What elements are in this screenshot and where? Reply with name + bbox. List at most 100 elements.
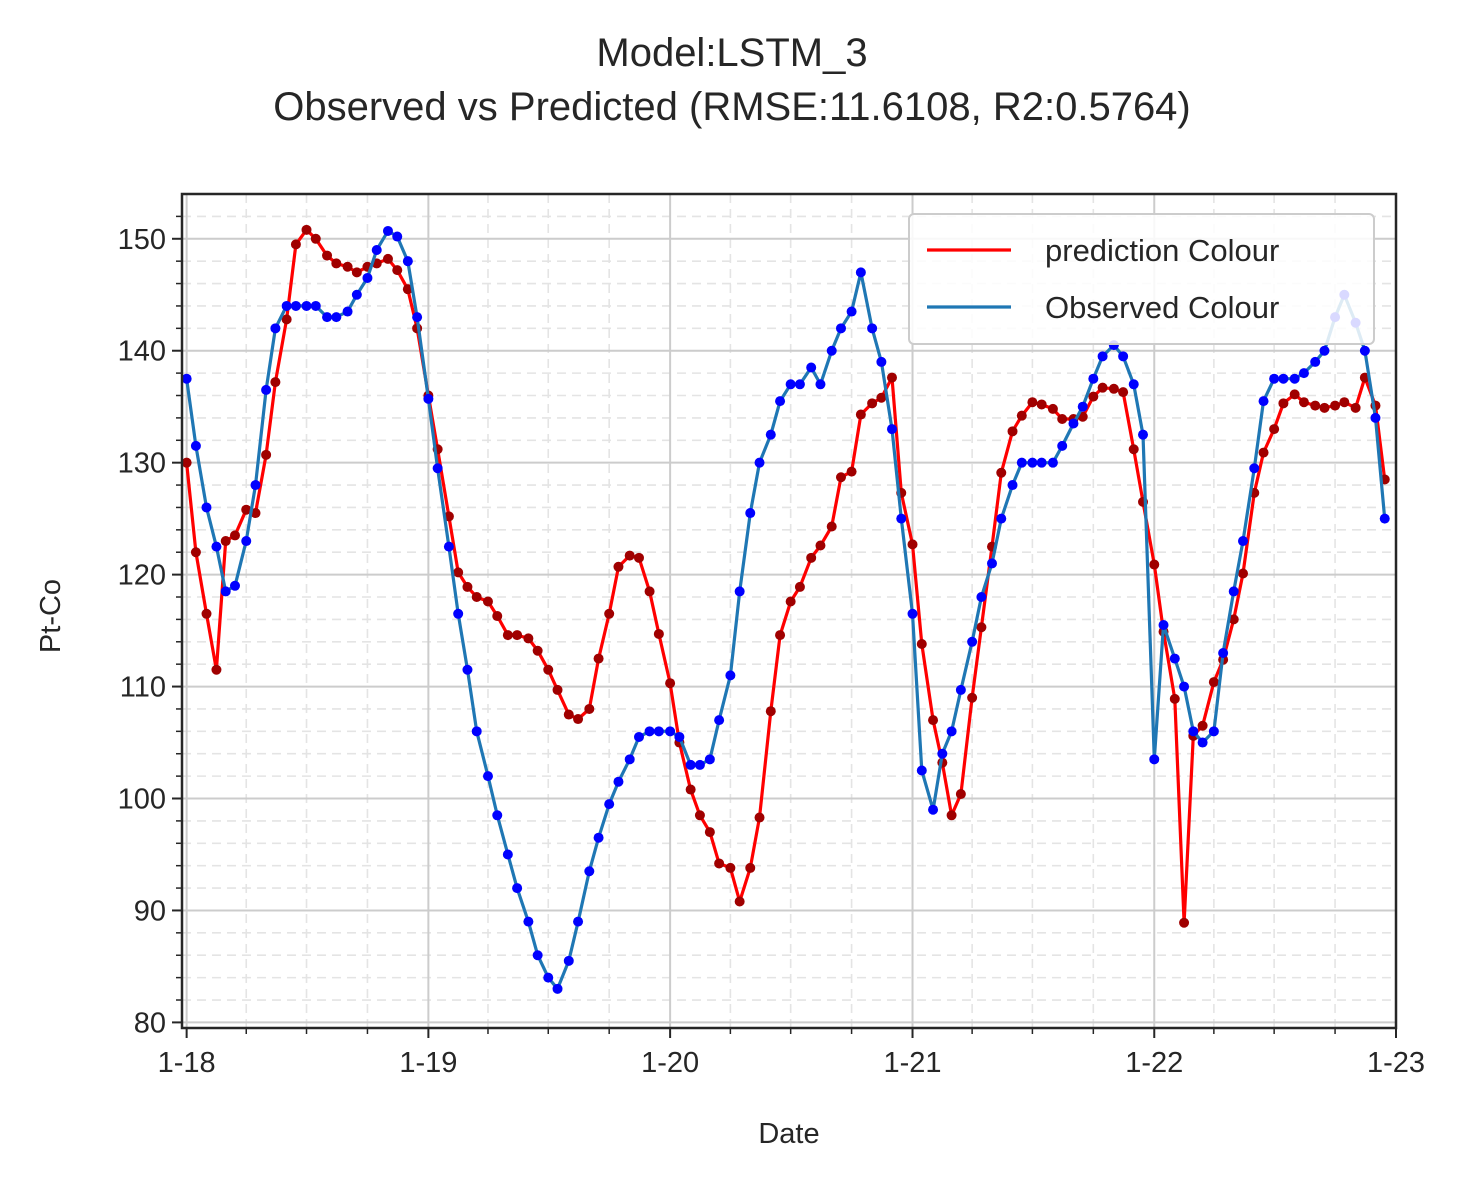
- observed-point: [928, 804, 939, 815]
- x-tick-label: 1-22: [1125, 1047, 1183, 1079]
- observed-point: [1036, 457, 1047, 468]
- prediction-point: [1149, 559, 1160, 570]
- observed-point: [220, 586, 231, 597]
- prediction-point: [1350, 402, 1361, 413]
- prediction-point: [532, 645, 543, 656]
- observed-point: [371, 244, 382, 255]
- prediction-point: [342, 261, 353, 272]
- prediction-point: [785, 596, 796, 607]
- observed-point: [1289, 373, 1300, 384]
- observed-point: [229, 580, 240, 591]
- observed-point: [423, 393, 434, 404]
- observed-point: [310, 300, 321, 311]
- prediction-point: [492, 611, 503, 622]
- prediction-point: [633, 552, 644, 563]
- prediction-point: [462, 581, 473, 592]
- prediction-point: [229, 530, 240, 541]
- prediction-point: [806, 552, 817, 563]
- observed-point: [685, 759, 696, 770]
- prediction-point: [916, 639, 927, 650]
- y-tick-label: 120: [118, 560, 166, 592]
- prediction-point: [967, 692, 978, 703]
- prediction-point: [201, 608, 212, 619]
- prediction-point: [1088, 391, 1099, 402]
- observed-point: [946, 726, 957, 737]
- observed-point: [1218, 647, 1229, 658]
- observed-point: [1370, 412, 1381, 423]
- observed-point: [653, 726, 664, 737]
- observed-point: [1088, 373, 1099, 384]
- legend: prediction Colour Observed Colour: [908, 213, 1375, 345]
- chart-title-line1: Model:LSTM_3: [596, 31, 867, 75]
- observed-point: [382, 225, 393, 236]
- observed-point: [665, 726, 676, 737]
- observed-point: [190, 440, 201, 451]
- observed-point: [1138, 429, 1149, 440]
- prediction-point: [1097, 382, 1108, 393]
- prediction-point: [835, 472, 846, 483]
- observed-point: [775, 396, 786, 407]
- observed-point: [976, 592, 987, 603]
- observed-point: [532, 950, 543, 961]
- y-tick-label: 130: [118, 448, 166, 480]
- prediction-point: [584, 703, 595, 714]
- observed-point: [633, 731, 644, 742]
- observed-point: [785, 379, 796, 390]
- observed-point: [523, 916, 534, 927]
- prediction-point: [290, 239, 301, 250]
- observed-point: [552, 983, 563, 994]
- observed-point: [1057, 440, 1068, 451]
- prediction-point: [996, 467, 1007, 478]
- prediction-point: [543, 664, 554, 675]
- prediction-point: [1169, 693, 1180, 704]
- y-tick-label: 80: [134, 1007, 166, 1039]
- observed-point: [806, 362, 817, 373]
- observed-point: [1310, 356, 1321, 367]
- observed-point: [584, 866, 595, 877]
- observed-point: [1319, 345, 1330, 356]
- prediction-point: [886, 372, 897, 383]
- observed-point: [1158, 619, 1169, 630]
- x-tick-label: 1-18: [158, 1047, 216, 1079]
- observed-point: [543, 972, 554, 983]
- prediction-point: [310, 233, 321, 244]
- prediction-point: [351, 267, 362, 278]
- observed-point: [432, 463, 443, 474]
- observed-point: [604, 799, 615, 810]
- prediction-point: [876, 392, 887, 403]
- prediction-point: [955, 789, 966, 800]
- prediction-point: [794, 581, 805, 592]
- observed-point: [1016, 457, 1027, 468]
- observed-point: [351, 289, 362, 300]
- observed-point: [986, 558, 997, 569]
- observed-point: [624, 754, 635, 765]
- prediction-point: [270, 377, 281, 388]
- prediction-point: [301, 224, 312, 235]
- plot-frame: [180, 192, 1398, 1030]
- observed-point: [471, 726, 482, 737]
- observed-point: [835, 323, 846, 334]
- observed-point: [613, 776, 624, 787]
- observed-point: [1077, 401, 1088, 412]
- observed-point: [290, 300, 301, 311]
- prediction-point: [1057, 414, 1068, 425]
- observed-point: [593, 832, 604, 843]
- prediction-point: [1027, 397, 1038, 408]
- y-tick-label: 140: [118, 336, 166, 368]
- observed-point: [1258, 396, 1269, 407]
- prediction-point: [1016, 410, 1027, 421]
- prediction-point: [523, 633, 534, 644]
- observed-point: [1027, 457, 1038, 468]
- prediction-point: [1007, 426, 1018, 437]
- observed-point: [261, 384, 272, 395]
- prediction-point: [613, 561, 624, 572]
- observed-point: [826, 345, 837, 356]
- observed-point: [725, 670, 736, 681]
- observed-point: [1128, 379, 1139, 390]
- prediction-point: [382, 253, 393, 264]
- observed-point: [392, 231, 403, 242]
- prediction-point: [815, 540, 826, 551]
- prediction-point: [563, 709, 574, 720]
- observed-point: [967, 636, 978, 647]
- observed-point: [1298, 368, 1309, 379]
